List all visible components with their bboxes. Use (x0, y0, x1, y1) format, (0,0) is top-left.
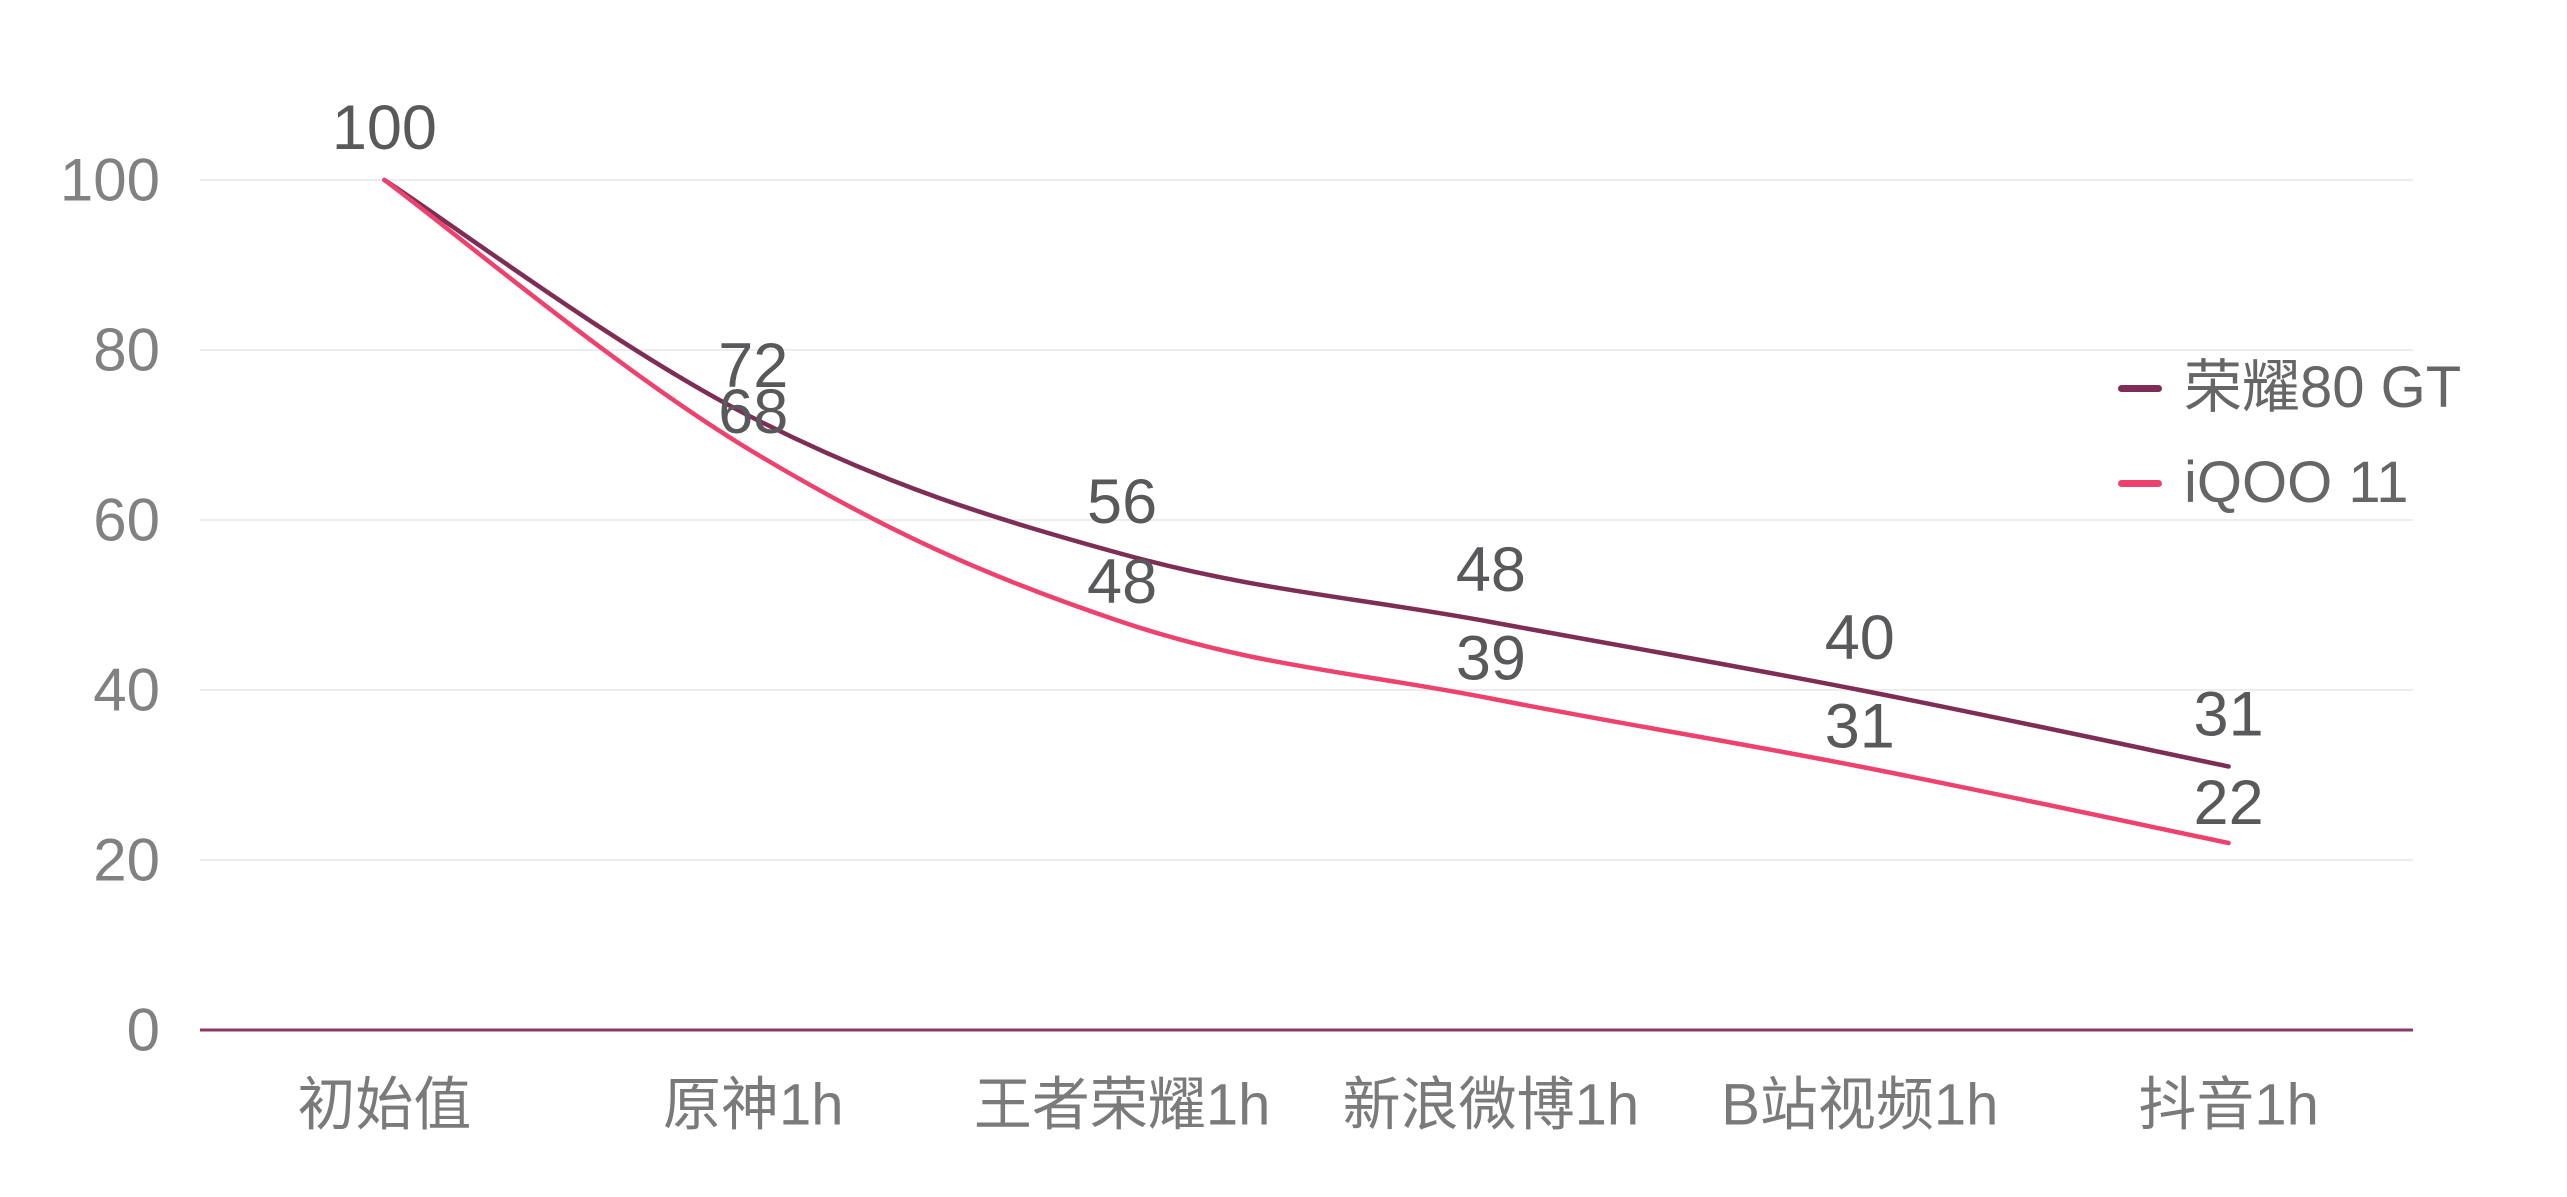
y-axis-tick-label: 60 (93, 487, 160, 554)
series-line-honor-80-gt (382, 177, 2231, 769)
data-point-label: 68 (718, 377, 788, 447)
data-point-label: 100 (332, 93, 437, 163)
data-point-label: 22 (2194, 768, 2264, 838)
x-axis-category-label: 抖音1h (2138, 1073, 2319, 1138)
y-axis-tick-label: 100 (60, 147, 160, 214)
legend-item-iqoo-11[interactable]: iQOO 11 (2118, 451, 2461, 515)
y-axis-tick-label: 40 (93, 657, 160, 724)
data-point-label: 39 (1456, 624, 1526, 694)
y-axis-tick-label: 80 (93, 317, 160, 384)
legend-line-marker-icon (2118, 384, 2162, 392)
y-axis-tick-label: 0 (127, 997, 160, 1064)
x-axis-category-label: B站视频1h (1721, 1073, 1998, 1138)
data-point-label: 56 (1087, 467, 1157, 537)
legend-line-marker-icon (2118, 479, 2162, 487)
x-axis-category-label: 新浪微博1h (1343, 1073, 1640, 1138)
data-point-label: 40 (1825, 603, 1895, 673)
chart-legend: 荣耀80 GT iQOO 11 (2118, 356, 2461, 515)
x-axis-category-label: 初始值 (297, 1073, 471, 1138)
data-point-label: 72 (718, 331, 788, 401)
data-point-label: 48 (1456, 535, 1526, 605)
x-axis-category-label: 原神1h (663, 1073, 844, 1138)
legend-label: iQOO 11 (2184, 450, 2409, 515)
data-point-label: 31 (1825, 692, 1895, 762)
legend-item-honor-80-gt[interactable]: 荣耀80 GT (2118, 356, 2461, 420)
y-axis-tick-label: 20 (93, 827, 160, 894)
legend-label: 荣耀80 GT (2184, 355, 2462, 420)
data-point-label: 48 (1087, 547, 1157, 617)
x-axis-category-label: 王者荣耀1h (974, 1073, 1271, 1138)
series-line-iqoo-11 (382, 177, 2231, 846)
data-point-label: 31 (2194, 680, 2264, 750)
